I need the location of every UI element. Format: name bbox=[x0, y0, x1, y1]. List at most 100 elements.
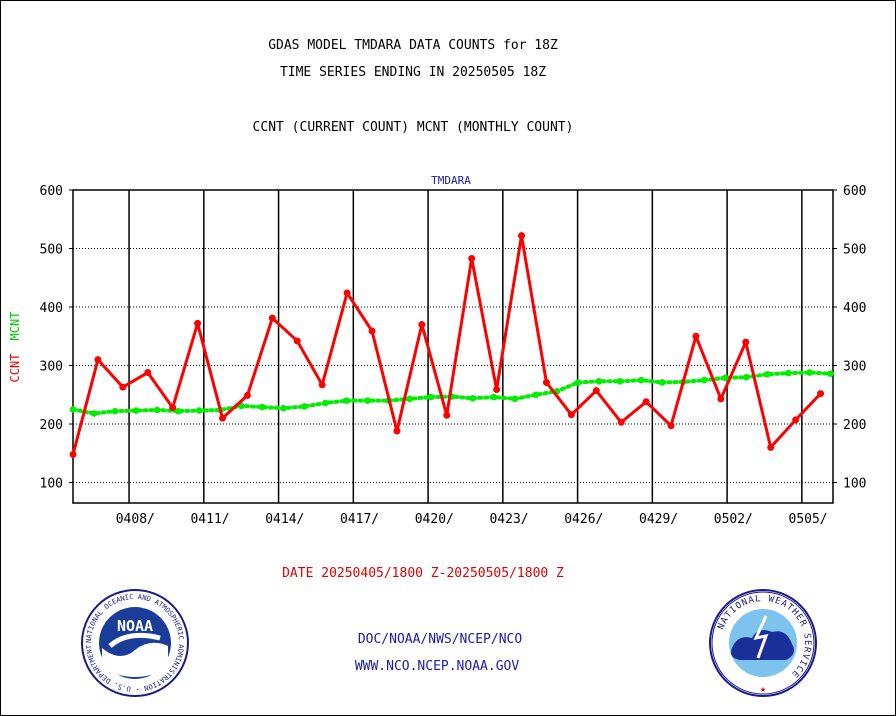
y-axis-title: CCNT MCNT bbox=[8, 312, 22, 383]
org-label: DOC/NOAA/NWS/NCEP/NCO bbox=[357, 632, 523, 647]
x-tick-label: 0426/ bbox=[564, 512, 603, 527]
chart-title-line1: GDAS MODEL TMDARA DATA COUNTS for 18Z bbox=[268, 38, 558, 53]
noaa-logo-text: NOAA bbox=[117, 617, 153, 635]
x-tick-label: 0408/ bbox=[116, 512, 155, 527]
mcnt-point bbox=[343, 397, 350, 404]
x-tick-label: 0429/ bbox=[639, 512, 678, 527]
website-link[interactable]: WWW.NCO.NCEP.NOAA.GOV bbox=[354, 659, 520, 674]
ccnt-point bbox=[542, 378, 550, 386]
ccnt-point bbox=[219, 414, 227, 422]
mcnt-point bbox=[743, 373, 750, 381]
ccnt-point bbox=[318, 381, 326, 389]
ccnt-point bbox=[617, 418, 625, 426]
mcnt-point bbox=[764, 370, 771, 378]
ccnt-series-line bbox=[71, 234, 822, 455]
ccnt-point bbox=[518, 232, 526, 240]
mcnt-point bbox=[469, 394, 477, 402]
ccnt-point bbox=[792, 416, 800, 424]
mcnt-point bbox=[637, 376, 645, 384]
mcnt-point bbox=[427, 393, 435, 401]
x-tick-label: 0414/ bbox=[265, 512, 304, 527]
mcnt-point bbox=[195, 407, 203, 414]
y-tick-label-right: 600 bbox=[843, 184, 866, 199]
x-tick-label: 0417/ bbox=[340, 512, 379, 527]
ccnt-point bbox=[169, 404, 177, 412]
ccnt-point bbox=[69, 450, 77, 458]
y-tick-label-left: 100 bbox=[40, 477, 63, 492]
mcnt-point bbox=[174, 407, 182, 415]
time-series-chart: 100 100 200 200 300 300 400 400 500 500 600 600 0408… bbox=[8, 174, 867, 527]
mcnt-point bbox=[132, 407, 140, 414]
ccnt-point bbox=[243, 391, 251, 399]
chart-series-label: TMDARA bbox=[431, 174, 471, 187]
mcnt-point bbox=[806, 369, 813, 376]
ccnt-point bbox=[642, 398, 650, 406]
grid-layer bbox=[73, 190, 833, 503]
series-layer bbox=[69, 232, 834, 458]
chart-subtitle: CCNT (CURRENT COUNT) MCNT (MONTHLY COUNT… bbox=[252, 120, 574, 135]
ccnt-point bbox=[468, 254, 476, 262]
ccnt-point bbox=[194, 319, 202, 327]
ccnt-point bbox=[767, 443, 775, 451]
ccnt-point bbox=[368, 327, 376, 335]
ccnt-point bbox=[567, 411, 575, 419]
y-tick-label-left: 400 bbox=[40, 301, 63, 316]
mcnt-point bbox=[532, 391, 540, 399]
ccnt-point bbox=[817, 390, 825, 398]
noaa-logo: NATIONAL OCEANIC AND ATMOSPHERIC ADMINIS… bbox=[80, 588, 189, 697]
mcnt-point bbox=[280, 404, 287, 412]
ccnt-point bbox=[144, 369, 152, 377]
plot-frame bbox=[72, 189, 834, 504]
star-icon: ★ bbox=[760, 684, 766, 695]
y-tick-label-left: 300 bbox=[40, 360, 63, 375]
x-tick-label: 0502/ bbox=[714, 512, 753, 527]
ccnt-point bbox=[94, 356, 102, 364]
ccnt-point bbox=[393, 427, 401, 435]
ccnt-point bbox=[418, 321, 426, 329]
x-tick-label: 0423/ bbox=[489, 512, 528, 527]
ccnt-point bbox=[667, 422, 675, 430]
ccnt-point bbox=[443, 411, 451, 419]
mcnt-point bbox=[153, 406, 161, 414]
ccnt-point bbox=[692, 332, 700, 340]
y-label-ccnt: CCNT bbox=[8, 354, 22, 383]
mcnt-point bbox=[69, 406, 77, 413]
mcnt-point bbox=[259, 403, 266, 411]
y-tick-label-right: 500 bbox=[843, 243, 866, 258]
ccnt-point bbox=[717, 395, 725, 403]
mcnt-point bbox=[406, 395, 413, 403]
ccnt-point bbox=[268, 314, 276, 322]
mcnt-point bbox=[785, 369, 792, 377]
x-tick-label: 0420/ bbox=[415, 512, 454, 527]
x-tick-label: 0411/ bbox=[190, 512, 229, 527]
date-range-label: DATE 20250405/1800 Z-20250505/1800 Z bbox=[282, 566, 564, 581]
mcnt-point bbox=[364, 397, 371, 404]
mcnt-point bbox=[90, 410, 98, 417]
ccnt-point bbox=[119, 383, 127, 391]
mcnt-point bbox=[301, 403, 308, 410]
mcnt-point bbox=[700, 376, 708, 384]
nws-logo: NATIONAL WEATHER SERVICE ★ bbox=[709, 589, 817, 697]
y-tick-label-left: 600 bbox=[40, 184, 63, 199]
y-tick-label-left: 500 bbox=[40, 243, 63, 258]
y-tick-label-right: 400 bbox=[843, 301, 866, 316]
ccnt-point bbox=[293, 337, 301, 345]
axes-layer: 100 100 200 200 300 300 400 400 500 500 600 600 0408… bbox=[40, 184, 867, 527]
ccnt-point bbox=[343, 289, 351, 297]
mcnt-point bbox=[511, 395, 519, 403]
y-tick-label-right: 300 bbox=[843, 360, 866, 375]
mcnt-point bbox=[490, 393, 498, 401]
ccnt-point bbox=[742, 338, 750, 346]
mcnt-point bbox=[322, 399, 329, 407]
y-label-mcnt: MCNT bbox=[8, 312, 22, 341]
mcnt-point bbox=[595, 378, 603, 385]
mcnt-point bbox=[658, 379, 666, 386]
ccnt-point bbox=[592, 387, 600, 395]
mcnt-point bbox=[111, 407, 119, 415]
y-tick-label-right: 200 bbox=[843, 418, 866, 433]
y-tick-label-right: 100 bbox=[843, 477, 866, 492]
mcnt-point bbox=[827, 370, 834, 378]
y-tick-label-left: 200 bbox=[40, 418, 63, 433]
x-tick-label: 0505/ bbox=[789, 512, 828, 527]
mcnt-point bbox=[721, 374, 729, 382]
